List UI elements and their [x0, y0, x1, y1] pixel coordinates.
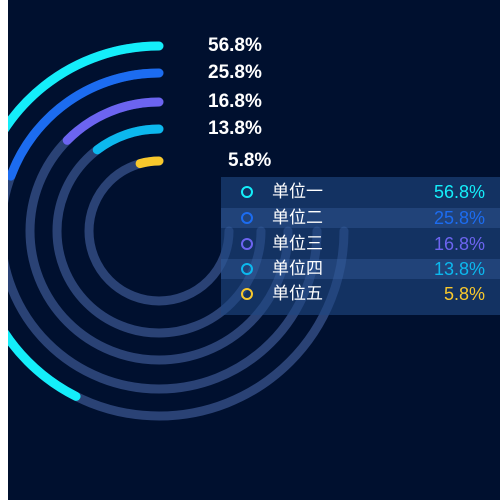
legend-ring-icon	[241, 212, 253, 224]
legend-item[interactable]: 单位三 16.8%	[221, 234, 500, 254]
legend-value: 5.8%	[443, 284, 485, 304]
legend-panel: 单位一 56.8% 单位二 25.8% 单位三 16.8% 单位四 13.8% 单位五 5.8%	[221, 177, 500, 315]
radial-bar-chart: 56.8% 25.8% 16.8% 13.8% 5.8% 单位一 56.8% 单位二 25.8…	[8, 0, 500, 500]
legend-value: 56.8%	[433, 182, 485, 202]
legend-item[interactable]: 单位五 5.8%	[221, 284, 500, 304]
ring-value-label-5: 5.8%	[228, 150, 272, 171]
legend-item[interactable]: 单位一 56.8%	[221, 182, 500, 202]
ring-bar-4[interactable]	[92, 124, 164, 155]
ring-track-5	[84, 156, 234, 306]
legend-value: 25.8%	[433, 208, 485, 228]
legend-ring-icon	[241, 238, 253, 250]
legend-value: 16.8%	[433, 234, 485, 254]
ring-bar-1[interactable]	[8, 41, 164, 401]
radial-rings	[8, 41, 349, 421]
ring-value-label-3: 16.8%	[208, 91, 262, 112]
legend-ring-icon	[241, 186, 253, 198]
legend-ring-icon	[241, 288, 253, 300]
legend-item[interactable]: 单位四 13.8%	[221, 259, 500, 279]
ring-value-label-2: 25.8%	[208, 62, 262, 83]
ring-value-label-4: 13.8%	[208, 118, 262, 139]
legend-value: 13.8%	[433, 259, 485, 279]
legend-name: 单位二	[272, 208, 323, 228]
legend-name: 单位五	[272, 284, 323, 304]
ring-bar-5[interactable]	[135, 156, 164, 169]
ring-bar-3[interactable]	[62, 97, 164, 145]
legend-name: 单位三	[272, 234, 323, 254]
ring-bar-2[interactable]	[8, 68, 164, 181]
legend-name: 单位一	[272, 182, 323, 202]
legend-item[interactable]: 单位二 25.8%	[221, 208, 500, 228]
ring-value-label-1: 56.8%	[208, 35, 262, 56]
legend-ring-icon	[241, 263, 253, 275]
legend-name: 单位四	[272, 259, 323, 279]
